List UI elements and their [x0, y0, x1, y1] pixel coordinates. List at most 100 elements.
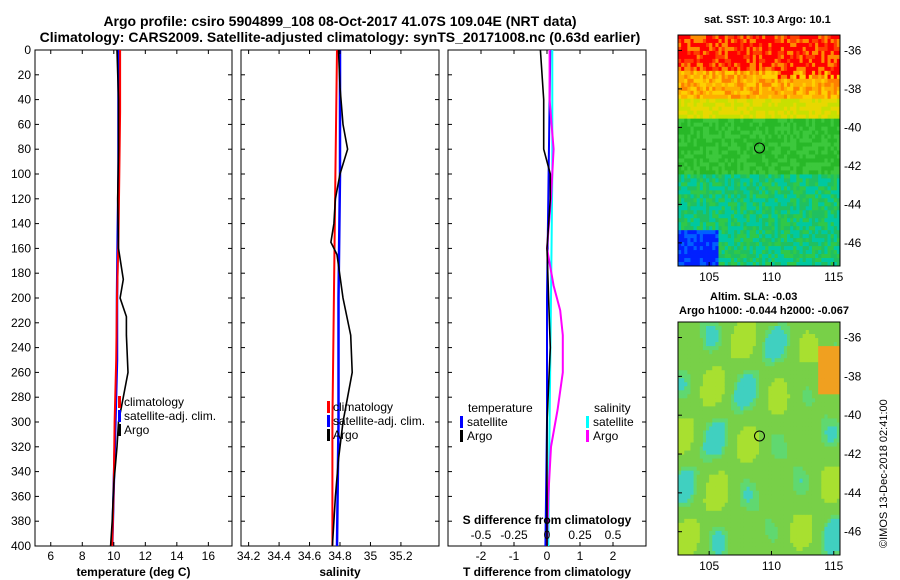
- sst-map-cell: [696, 70, 701, 76]
- sst-map-cell: [830, 186, 835, 191]
- sst-map-cell: [684, 146, 688, 151]
- sla-map-cell: [709, 518, 713, 524]
- sst-map-cell: [777, 198, 782, 203]
- sst-map-cell: [678, 162, 682, 167]
- sst-map-cell: [827, 102, 832, 108]
- sst-map-cell: [780, 258, 785, 263]
- sst-map-cell: [727, 102, 732, 108]
- sst-map-cell: [702, 94, 707, 100]
- sst-map-cell: [833, 230, 838, 235]
- sla-map-cell: [740, 514, 744, 520]
- sst-map-cell: [818, 202, 822, 207]
- sla-map-cell: [740, 470, 744, 476]
- sla-map-cell: [762, 322, 766, 327]
- sla-map-cell: [727, 370, 732, 375]
- sst-map-cell: [712, 202, 716, 207]
- sst-map-cell: [740, 74, 744, 80]
- sla-map-cell: [746, 406, 751, 411]
- sst-map-cell: [796, 246, 800, 251]
- sst-map-cell: [684, 142, 688, 147]
- sst-map-cell: [815, 178, 819, 183]
- sla-map-cell: [743, 454, 747, 459]
- sst-map-cell: [706, 190, 710, 195]
- sst-map-cell: [777, 250, 782, 255]
- sst-map-cell: [734, 130, 738, 135]
- sst-map-cell: [805, 134, 810, 139]
- sla-map-cell: [702, 550, 707, 556]
- sst-map-cell: [790, 210, 794, 215]
- sst-map-cell: [799, 82, 804, 88]
- sla-map-cell: [681, 474, 685, 480]
- sst-map-cell: [715, 50, 719, 56]
- sst-map-cell: [727, 122, 732, 127]
- sla-map-cell: [743, 386, 747, 391]
- sst-map-cell: [793, 242, 797, 247]
- sst-map-cell: [815, 35, 819, 40]
- sla-map-cell: [721, 390, 726, 395]
- sla-map-cell: [759, 550, 763, 556]
- sst-map-cell: [802, 230, 807, 235]
- sst-map-cell: [743, 46, 747, 52]
- sst-map-cell: [768, 186, 772, 191]
- sla-map-cell: [749, 518, 754, 524]
- sst-map-cell: [727, 110, 732, 116]
- sst-map-cell: [755, 146, 760, 151]
- sla-map-cell: [727, 450, 732, 455]
- sla-map-cell: [684, 530, 688, 536]
- sst-map-cell: [802, 50, 807, 56]
- sst-map-cell: [749, 190, 754, 195]
- sst-map-cell: [799, 210, 804, 215]
- sst-map-cell: [699, 210, 704, 215]
- sst-map-cell: [783, 138, 788, 143]
- sst-map-cell: [830, 226, 835, 231]
- sst-map-cell: [821, 174, 825, 179]
- sst-map-cell: [746, 142, 751, 147]
- sla-map-cell: [706, 338, 710, 343]
- sst-map-cell: [821, 102, 825, 108]
- sst-map-cell: [737, 178, 741, 183]
- sst-map-cell: [687, 170, 691, 175]
- sla-map-cell: [765, 330, 769, 335]
- sla-map-cell: [702, 414, 707, 419]
- title-line-1: Argo profile: csiro 5904899_108 08-Oct-2…: [103, 13, 577, 29]
- sst-map-cell: [740, 86, 744, 92]
- sla-map-cell: [678, 462, 682, 468]
- sst-map-cell: [712, 190, 716, 195]
- sla-map-cell: [693, 482, 698, 488]
- sst-map-cell: [721, 134, 726, 139]
- sla-map-cell: [755, 530, 760, 536]
- sla-map-cell: [690, 390, 694, 395]
- sst-map-cell: [768, 102, 772, 108]
- sla-map-cell: [755, 418, 760, 423]
- sst-map-cell: [678, 174, 682, 179]
- sla-map-cell: [743, 542, 747, 548]
- sst-map-cell: [762, 234, 766, 239]
- sla-map-cell: [706, 442, 710, 447]
- sst-map-cell: [780, 130, 785, 135]
- sla-map-cell: [755, 430, 760, 435]
- sla-map-cell: [681, 350, 685, 355]
- sst-map-cell: [718, 38, 723, 44]
- sst-map-cell: [805, 154, 810, 159]
- sst-map-cell: [712, 74, 716, 80]
- sla-map-cell: [743, 406, 747, 411]
- sst-map-cell: [808, 142, 813, 147]
- sst-map-cell: [830, 35, 835, 40]
- sla-map-cell: [730, 502, 735, 508]
- sla-map-cell: [752, 514, 757, 520]
- sst-map-cell: [684, 234, 688, 239]
- sst-map-cell: [811, 146, 816, 151]
- sst-map-cell: [824, 42, 828, 48]
- sla-map-cell: [752, 446, 757, 451]
- sla-map-cell: [721, 526, 726, 532]
- sst-map-cell: [706, 238, 710, 243]
- sla-map-cell: [699, 322, 704, 327]
- sst-map-cell: [687, 138, 691, 143]
- sst-map-cell: [752, 62, 757, 68]
- sst-map-cell: [684, 50, 688, 56]
- sst-map-cell: [696, 66, 701, 72]
- sla-map-cell: [752, 370, 757, 375]
- sla-map-cell: [762, 450, 766, 455]
- sla-map-cell: [768, 442, 772, 447]
- sst-map-cell: [799, 102, 804, 108]
